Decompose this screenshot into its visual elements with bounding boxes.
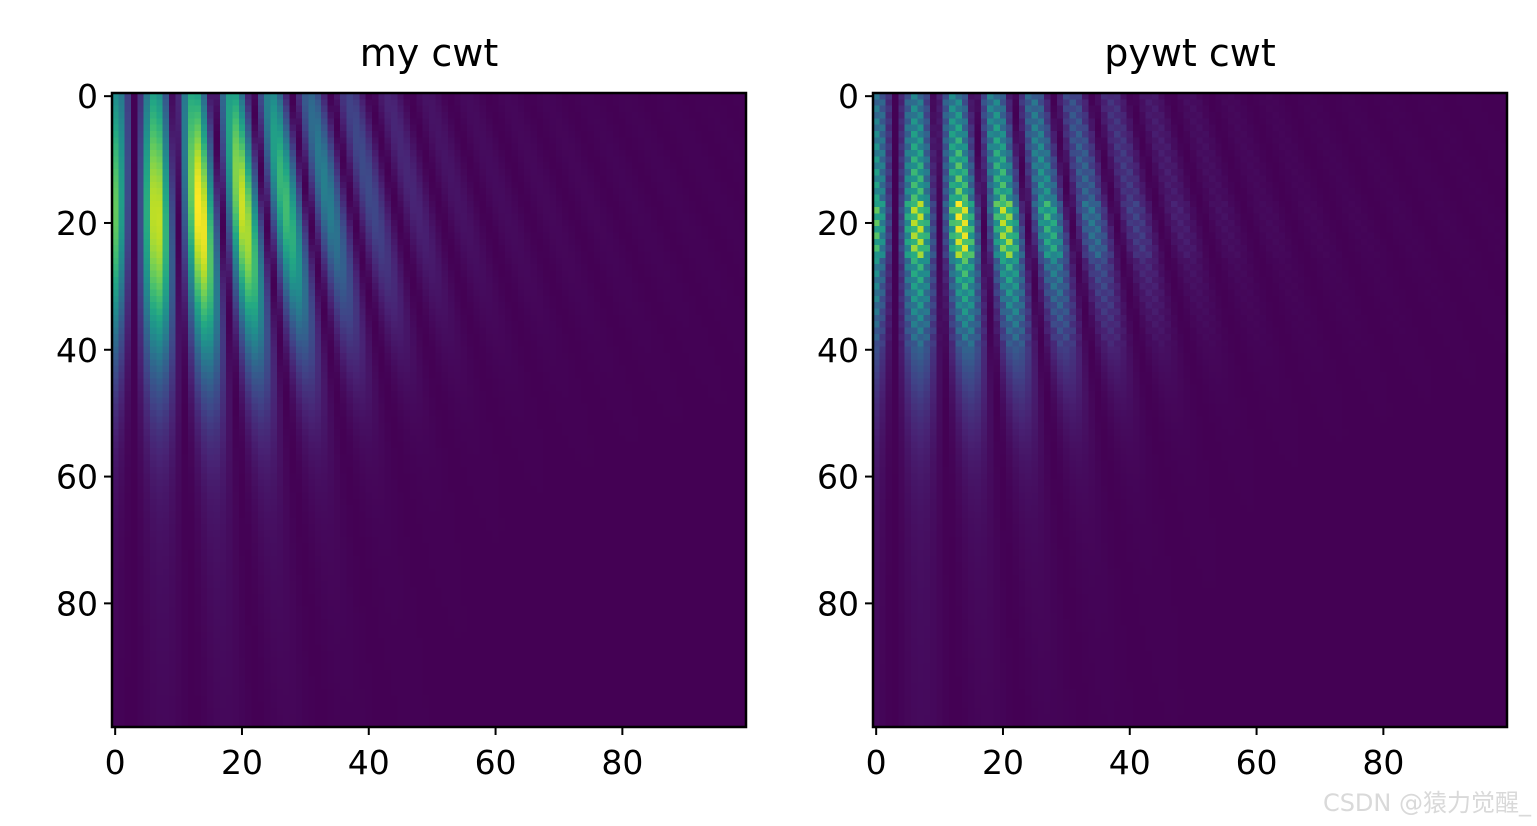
- y-tick-label: 20: [817, 204, 859, 243]
- y-tick-label: 40: [817, 331, 859, 370]
- x-tick-label: 60: [1236, 743, 1278, 782]
- x-tick-label: 60: [475, 743, 517, 782]
- x-tick-label: 80: [601, 743, 643, 782]
- watermark: CSDN @猿力觉醒_: [1322, 789, 1531, 817]
- x-tick-label: 40: [348, 743, 390, 782]
- y-tick-label: 40: [56, 331, 98, 370]
- y-tick-label: 80: [817, 584, 859, 623]
- axes-frame-my-cwt: [110, 91, 748, 729]
- x-ticks-my-cwt: 0 20 40 60 80: [105, 727, 643, 782]
- x-tick-label: 20: [982, 743, 1024, 782]
- y-ticks-my-cwt: 0 20 40 60 80: [56, 77, 112, 623]
- panel-pywt-cwt: pywt cwt 0 20 40 60 80 0 20 40 60 80: [817, 31, 1509, 782]
- y-tick-label: 60: [817, 458, 859, 497]
- x-tick-label: 40: [1109, 743, 1151, 782]
- chart-title-pywt-cwt: pywt cwt: [1104, 31, 1276, 75]
- heatmap-image-my-cwt: [112, 93, 746, 727]
- x-tick-label: 20: [221, 743, 263, 782]
- y-tick-label: 60: [56, 458, 98, 497]
- y-tick-label: 0: [77, 77, 98, 116]
- y-tick-label: 0: [838, 77, 859, 116]
- x-tick-label: 0: [105, 743, 126, 782]
- axes-frame-pywt-cwt: [871, 91, 1509, 729]
- heatmap-image-pywt-cwt: [873, 93, 1507, 727]
- x-tick-label: 80: [1362, 743, 1404, 782]
- x-tick-label: 0: [866, 743, 887, 782]
- y-tick-label: 20: [56, 204, 98, 243]
- panel-my-cwt: my cwt 0 20 40 60 80 0 20 40 60 80: [56, 31, 748, 782]
- chart-title-my-cwt: my cwt: [360, 31, 498, 75]
- y-ticks-pywt-cwt: 0 20 40 60 80: [817, 77, 873, 623]
- y-tick-label: 80: [56, 584, 98, 623]
- x-ticks-pywt-cwt: 0 20 40 60 80: [866, 727, 1404, 782]
